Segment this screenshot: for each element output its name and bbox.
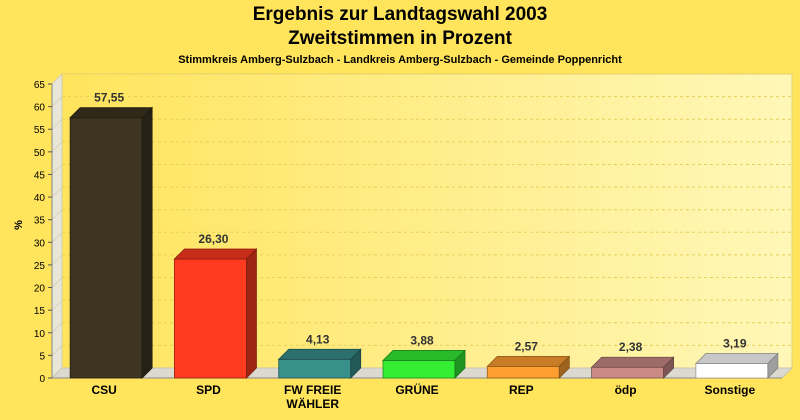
gridline-side — [51, 231, 63, 243]
bar-4 — [486, 355, 571, 379]
gridline-side — [51, 299, 63, 311]
y-tick-label: 40 — [34, 193, 46, 204]
bar-top — [486, 355, 571, 367]
y-tick-label: 20 — [34, 284, 46, 295]
y-ticks: 0 5 10 15 20 25 30 35 40 45 50 55 60 65 — [34, 80, 52, 385]
gridline-side — [51, 118, 63, 130]
y-tick-label: 60 — [34, 103, 46, 114]
value-label: 2,38 — [619, 340, 643, 354]
plot-left-wall — [51, 72, 63, 380]
gridline-side — [51, 164, 63, 175]
y-tick-label: 0 — [39, 374, 45, 385]
y-tick-label: 65 — [34, 80, 46, 91]
bar-top — [277, 348, 362, 360]
x-tick-label: WÄHLER — [286, 396, 339, 411]
bar-0 — [69, 106, 154, 379]
bar-front — [382, 360, 456, 379]
bar-side — [141, 106, 153, 379]
bar-side — [767, 352, 779, 379]
plot-back-wall — [61, 73, 793, 369]
y-tick-label: 35 — [34, 216, 46, 227]
value-labels: 57,55 26,30 4,13 3,88 2,57 2,38 3,19 — [94, 91, 747, 355]
y-tick-label: 55 — [34, 125, 46, 136]
gridline-side — [51, 209, 63, 221]
bar-6 — [694, 352, 779, 379]
gridline-side — [51, 141, 63, 153]
chart-title-line1: Ergebnis zur Landtagswahl 2003 — [252, 4, 548, 25]
gridline-side — [51, 186, 63, 198]
gridline-side — [51, 277, 63, 288]
gridline-side — [51, 96, 63, 107]
bars — [69, 106, 779, 379]
y-tick-label: 5 — [39, 351, 45, 362]
bar-top — [382, 350, 466, 361]
y-tick-label: 30 — [34, 238, 46, 249]
gridline-side — [51, 322, 63, 334]
chart-subtitle: Stimmkreis Amberg-Sulzbach - Landkreis A… — [178, 54, 622, 66]
bar-front — [695, 363, 769, 379]
x-tick-label: GRÜNE — [395, 382, 438, 397]
y-tick-label: 45 — [34, 170, 46, 181]
y-tick-label: 25 — [34, 261, 46, 272]
bar-side — [246, 248, 257, 379]
bar-1 — [173, 248, 258, 379]
gridline-side — [51, 73, 63, 85]
bar-3 — [382, 349, 466, 379]
value-label: 3,88 — [410, 333, 434, 347]
value-label: 2,57 — [515, 339, 539, 353]
x-tick-label: SPD — [196, 383, 221, 397]
value-label: 4,13 — [306, 332, 330, 346]
x-tick-label: FW FREIE — [284, 383, 341, 397]
chart-title-line2: Zweitstimmen in Prozent — [288, 28, 512, 49]
bar-2 — [277, 348, 362, 379]
bar-top — [173, 248, 258, 260]
gridline-side — [51, 254, 63, 266]
gridline-side — [51, 345, 63, 356]
value-label: 3,19 — [723, 337, 747, 351]
bar-side — [663, 356, 674, 379]
bar-front — [278, 358, 352, 379]
bar-top — [69, 107, 154, 119]
bar-top — [694, 353, 779, 364]
y-tick-label: 15 — [34, 306, 46, 317]
value-label: 57,55 — [94, 91, 124, 105]
x-tick-label: ödp — [615, 383, 637, 397]
bar-side — [454, 349, 466, 379]
y-tick-label: 50 — [34, 148, 46, 159]
bar-side — [350, 348, 362, 379]
bar-front — [174, 258, 247, 379]
bar-front — [486, 365, 560, 379]
x-tick-label: CSU — [91, 383, 116, 397]
bar-side — [558, 355, 570, 379]
bar-front — [69, 117, 143, 379]
bar-front — [591, 366, 664, 379]
y-axis-label: % — [13, 220, 25, 230]
value-label: 26,30 — [198, 232, 228, 246]
x-tick-label: REP — [509, 383, 534, 397]
y-tick-label: 10 — [34, 329, 46, 340]
x-tick-label: Sonstige — [705, 383, 756, 397]
bar-5 — [590, 356, 675, 379]
bar-top — [590, 356, 675, 368]
